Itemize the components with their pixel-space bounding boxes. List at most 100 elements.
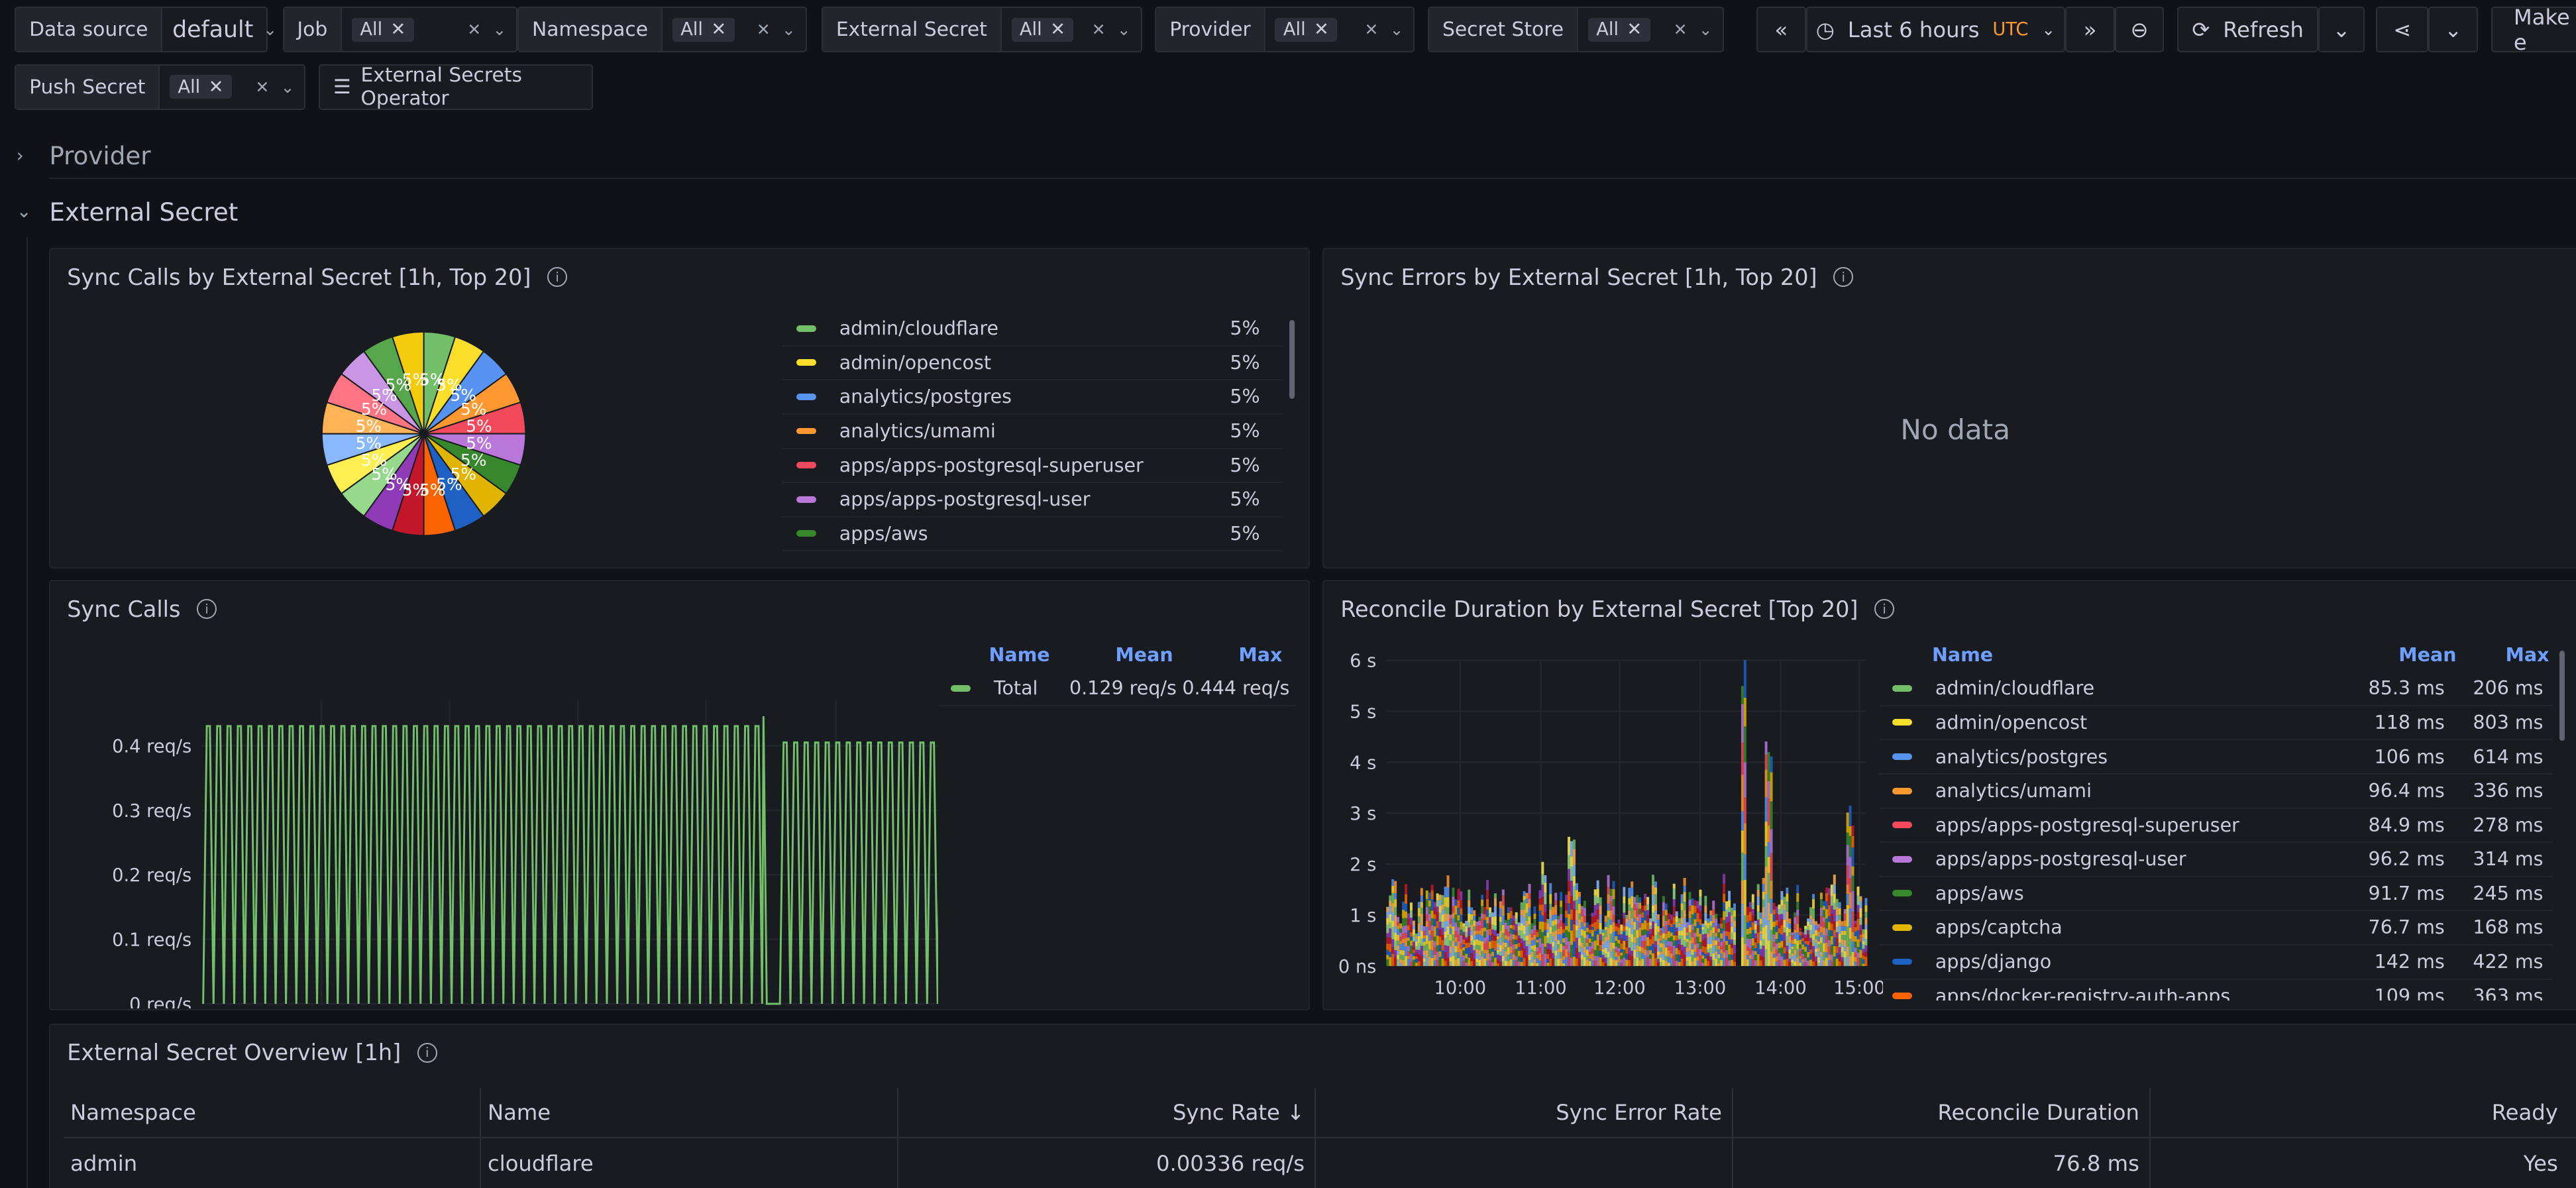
legend-item[interactable]: apps/apps-postgresql-user 5% <box>783 483 1283 517</box>
row-external-secret[interactable]: ⌄ External Secret <box>16 197 239 227</box>
clear-icon[interactable]: ✕ <box>255 77 270 97</box>
info-icon[interactable]: i <box>1874 599 1895 620</box>
area-segment <box>1454 899 1458 906</box>
chevron-down-icon[interactable]: ⌄ <box>782 20 796 40</box>
info-icon[interactable]: i <box>1833 267 1854 288</box>
legend-item[interactable]: admin/cloudflare 5% <box>783 312 1283 347</box>
var-datasource[interactable]: Data source default ⌄ <box>15 6 277 53</box>
time-picker[interactable]: ◷ Last 6 hours UTC ⌄ <box>1805 6 2066 53</box>
legend-header-name[interactable]: Name <box>989 643 1050 666</box>
area-segment <box>1741 880 1744 904</box>
chevron-down-icon[interactable]: ⌄ <box>263 20 277 40</box>
row-provider[interactable]: › Provider <box>16 141 151 171</box>
legend-item[interactable]: apps/docker-registry-auth-apps 109 ms 363 … <box>1880 979 2553 1000</box>
legend-item[interactable]: analytics/umami 5% <box>783 414 1283 449</box>
legend-item[interactable]: admin/opencost 118 ms 803 ms <box>1879 706 2553 741</box>
value-chip[interactable]: All ✕ <box>351 17 414 42</box>
legend-header-name[interactable]: Name <box>1931 643 1994 666</box>
legend-item[interactable]: admin/cloudflare 85.3 ms 206 ms <box>1879 672 2553 706</box>
col-reconcile-duration[interactable]: Reconcile Duration <box>1733 1087 2151 1138</box>
area-segment <box>1833 885 1837 894</box>
var-provider[interactable]: Provider All ✕ ✕ ⌄ <box>1155 6 1415 53</box>
clear-icon[interactable]: ✕ <box>467 20 482 40</box>
area-segment <box>1444 938 1447 945</box>
area-segment <box>1568 855 1571 869</box>
clear-icon[interactable]: ✕ <box>1091 20 1106 40</box>
legend-item[interactable]: apps/aws 91.7 ms 245 ms <box>1879 877 2553 912</box>
area-segment <box>1778 904 1781 910</box>
refresh-interval-button[interactable]: ⌄ <box>2318 6 2365 53</box>
area-segment <box>1849 955 1852 966</box>
share-button[interactable]: ⋖ <box>2376 6 2429 53</box>
area-segment <box>1849 938 1852 956</box>
area-segment <box>1665 915 1668 921</box>
col-sync-rate[interactable]: Sync Rate ↓ <box>898 1087 1316 1138</box>
value-chip[interactable]: All ✕ <box>170 75 232 99</box>
time-forward-button[interactable]: » <box>2065 6 2115 53</box>
share-menu-button[interactable]: ⌄ <box>2428 6 2478 53</box>
legend-item[interactable]: apps/captcha 76.7 ms 168 ms <box>1879 911 2553 945</box>
legend-item[interactable]: analytics/postgres 5% <box>783 380 1283 415</box>
legend-header-mean[interactable]: Mean <box>1115 643 1173 666</box>
panel-sync-calls-pie[interactable]: Sync Calls by External Secret [1h, Top 2… <box>49 248 1310 569</box>
var-job[interactable]: Job All ✕ ✕ ⌄ <box>282 6 518 53</box>
legend-item[interactable]: analytics/umami 96.4 ms 336 ms <box>1879 775 2553 809</box>
chevron-down-icon[interactable]: ⌄ <box>1116 20 1131 40</box>
area-segment <box>1620 934 1623 939</box>
chevron-down-icon[interactable]: ⌄ <box>280 77 295 97</box>
legend-row[interactable]: Total 0.129 req/s 0.444 req/s <box>938 672 1297 706</box>
legend-item[interactable]: apps/apps-postgresql-superuser 5% <box>783 449 1283 484</box>
chevron-down-icon[interactable]: ⌄ <box>1698 20 1713 40</box>
value-chip[interactable]: All ✕ <box>1275 17 1338 42</box>
time-back-button[interactable]: « <box>1756 6 1806 53</box>
area-segment <box>1544 875 1547 883</box>
area-segment <box>1405 903 1408 912</box>
info-icon[interactable]: i <box>547 267 567 288</box>
legend-item[interactable]: apps/apps-postgresql-user 96.2 ms 314 ms <box>1879 843 2553 877</box>
col-sync-error-rate[interactable]: Sync Error Rate <box>1316 1087 1733 1138</box>
make-editable-button[interactable]: Make e <box>2491 5 2576 55</box>
panel-sync-errors[interactable]: Sync Errors by External Secret [1h, Top … <box>1322 248 2576 569</box>
legend-header-max[interactable]: Max <box>2505 643 2549 666</box>
clear-icon[interactable]: ✕ <box>1364 20 1379 40</box>
chevron-down-icon[interactable]: ⌄ <box>1389 20 1404 40</box>
value-chip[interactable]: All ✕ <box>1011 17 1074 42</box>
area-segment <box>1462 932 1466 935</box>
area-segment <box>1525 940 1529 946</box>
legend-item[interactable]: analytics/postgres 106 ms 614 ms <box>1879 740 2553 775</box>
var-push-secret[interactable]: Push Secret All ✕ ✕ ⌄ <box>15 64 306 111</box>
legend-scrollbar[interactable] <box>1289 320 1295 400</box>
clear-icon[interactable]: ✕ <box>1673 20 1688 40</box>
legend-item[interactable]: apps/apps-postgresql-superuser 84.9 ms 278… <box>1879 808 2553 843</box>
value-chip[interactable]: All ✕ <box>672 17 735 42</box>
var-secret-store[interactable]: Secret Store All ✕ ✕ ⌄ <box>1428 6 1724 53</box>
area-segment <box>1568 869 1571 881</box>
info-icon[interactable]: i <box>417 1042 437 1063</box>
info-icon[interactable]: i <box>197 599 217 620</box>
panel-overview-table[interactable]: External Secret Overview [1h] i Namespace… <box>49 1024 2576 1188</box>
clear-icon[interactable]: ✕ <box>756 20 771 40</box>
value-chip[interactable]: All ✕ <box>1587 17 1650 42</box>
area-segment <box>1444 931 1447 938</box>
area-segment <box>1602 944 1605 949</box>
area-segment <box>1394 926 1397 933</box>
refresh-button[interactable]: ⟳ Refresh <box>2177 6 2319 53</box>
legend-header-mean[interactable]: Mean <box>2398 643 2457 666</box>
legend-item[interactable]: apps/django 142 ms 422 ms <box>1879 945 2553 980</box>
var-namespace[interactable]: Namespace All ✕ ✕ ⌄ <box>517 6 807 53</box>
table-row[interactable]: admin cloudflare 0.00336 req/s 76.8 ms Y… <box>64 1138 2576 1188</box>
zoom-out-button[interactable]: ⊖ <box>2114 6 2165 53</box>
legend-header-max[interactable]: Max <box>1238 643 1283 666</box>
chevron-down-icon[interactable]: ⌄ <box>492 20 507 40</box>
legend-item[interactable]: admin/opencost 5% <box>783 346 1283 381</box>
panel-sync-calls[interactable]: Sync Calls i 0.4 req/s 0.3 req/s 0.2 req/s 0… <box>49 580 1310 1011</box>
var-external-secret[interactable]: External Secret All ✕ ✕ ⌄ <box>821 6 1142 53</box>
area-segment <box>1620 949 1623 953</box>
legend-item[interactable]: apps/aws 5% <box>783 517 1283 552</box>
dashboard-link[interactable]: ☰ External Secrets Operator <box>319 64 594 110</box>
col-ready[interactable]: Ready <box>2491 1099 2558 1125</box>
legend-scrollbar[interactable] <box>2559 650 2565 741</box>
col-name[interactable]: Name <box>481 1087 899 1138</box>
panel-reconcile-duration[interactable]: Reconcile Duration by External Secret [T… <box>1322 580 2576 1011</box>
col-namespace[interactable]: Namespace <box>64 1087 482 1138</box>
